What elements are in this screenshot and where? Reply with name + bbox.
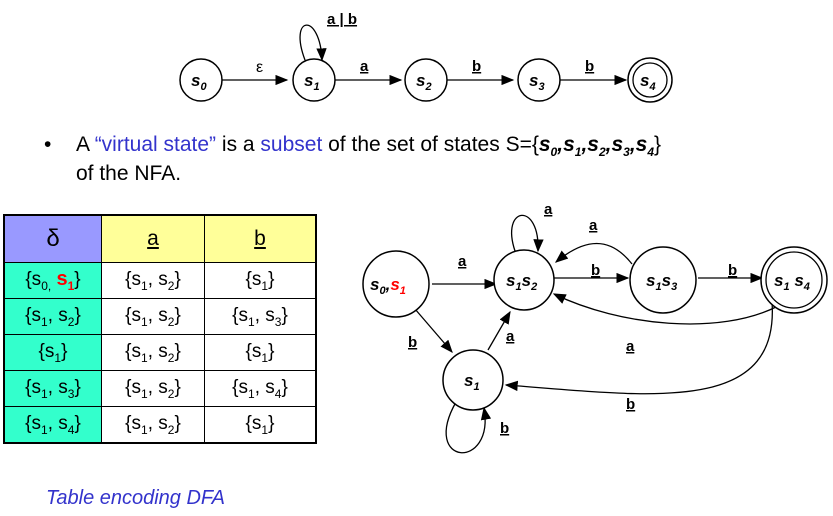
table-cell: {s1, s2} bbox=[101, 406, 205, 444]
nfa-label-b1: b bbox=[472, 58, 481, 75]
dfa-label: b bbox=[408, 334, 417, 351]
nfa-label-eps: ε bbox=[256, 59, 263, 76]
table-cell: {s1} bbox=[3, 334, 102, 371]
svg-text:s1s2: s1s2 bbox=[506, 271, 537, 293]
dfa-label: a bbox=[458, 253, 467, 270]
virtual-state-term: “virtual state” bbox=[94, 133, 217, 156]
table-cell: {s1} bbox=[204, 406, 317, 444]
dfa-edge-s0s1-s1 bbox=[414, 308, 453, 353]
table-row: {s0, s1} {s1, s2} {s1} bbox=[3, 262, 317, 299]
nfa-state-s0: s0 bbox=[179, 58, 223, 102]
table-header-a: a bbox=[101, 214, 205, 263]
dfa-loop-s1 bbox=[445, 401, 492, 454]
bullet-line-2: of the NFA. bbox=[76, 162, 182, 185]
transition-table: δ a b {s0, s1} {s1, s2} {s1} {s1, s2} {s… bbox=[3, 214, 317, 444]
table-cell: {s1} bbox=[204, 334, 317, 371]
nfa-state-s4: s4 bbox=[627, 57, 673, 103]
table-cell: {s1, s4} bbox=[204, 370, 317, 407]
dfa-label: a bbox=[506, 328, 515, 345]
dfa-state-s1: s1 bbox=[442, 349, 504, 411]
dfa-label: a bbox=[544, 201, 553, 218]
dfa-loop-s1s2 bbox=[510, 214, 544, 253]
table-cell: {s1, s3} bbox=[3, 370, 102, 407]
dfa-state-s1s3: s1s3 bbox=[629, 246, 697, 314]
nfa-diagram: a | b ε a b b s0 s1 s2 s3 s4 bbox=[179, 11, 673, 103]
table-row: {s1, s3} {s1, s2} {s1, s4} bbox=[3, 370, 317, 407]
table-header-b: b bbox=[204, 214, 317, 263]
svg-text:s0,s1: s0,s1 bbox=[370, 275, 406, 297]
nfa-state-s3: s3 bbox=[517, 58, 561, 102]
nfa-label-b2: b bbox=[585, 58, 594, 75]
table-row: {s1, s4} {s1, s2} {s1} bbox=[3, 406, 317, 444]
nfa-state-s2: s2 bbox=[404, 58, 448, 102]
dfa-label: a bbox=[589, 217, 598, 234]
dfa-label: b bbox=[591, 262, 600, 279]
table-header-row: δ a b bbox=[3, 214, 317, 263]
dfa-edge-s1-s1s2 bbox=[487, 310, 511, 351]
caption: Table encoding DFA bbox=[46, 487, 226, 509]
dfa-label: a bbox=[626, 338, 635, 355]
nfa-loop bbox=[299, 24, 327, 62]
dfa-state-s1s2: s1s2 bbox=[493, 249, 555, 311]
dfa-label: b bbox=[626, 396, 635, 413]
table-cell: {s1, s2} bbox=[101, 334, 205, 371]
svg-text:s1 s4: s1 s4 bbox=[774, 271, 810, 293]
svg-text:s1s3: s1s3 bbox=[646, 271, 677, 293]
nfa-state-s1: s1 bbox=[292, 58, 336, 102]
nfa-label-a: a bbox=[360, 58, 369, 75]
table-cell: {s0, s1} bbox=[3, 262, 102, 299]
table-cell: {s1} bbox=[204, 262, 317, 299]
table-cell: {s1, s2} bbox=[101, 262, 205, 299]
dfa-diagram: a a b b a a b b a b s0,s1 s1s2 s1s3 s1 s… bbox=[362, 201, 828, 454]
nfa-label-loop: a | b bbox=[327, 11, 357, 28]
dfa-edge-s1s4-s1s2 bbox=[552, 293, 779, 325]
dfa-state-s1s4: s1 s4 bbox=[760, 246, 828, 314]
table-cell: {s1, s3} bbox=[204, 298, 317, 335]
dfa-label: b bbox=[728, 262, 737, 279]
table-cell: {s1, s2} bbox=[3, 298, 102, 335]
dfa-state-s0s1: s0,s1 bbox=[362, 250, 430, 318]
dfa-edge-s1s4-s1 bbox=[504, 301, 773, 395]
bullet-dot: • bbox=[44, 133, 52, 156]
bullet-line-1: A “virtual state” is a subset of the set… bbox=[76, 133, 662, 160]
table-cell: {s1, s4} bbox=[3, 406, 102, 444]
table-row: {s1, s2} {s1, s2} {s1, s3} bbox=[3, 298, 317, 335]
table-cell: {s1, s2} bbox=[101, 370, 205, 407]
table-header-delta: δ bbox=[3, 214, 102, 263]
table-row: {s1} {s1, s2} {s1} bbox=[3, 334, 317, 371]
table-cell: {s1, s2} bbox=[101, 298, 205, 335]
dfa-edge-s1s3-s1s2 bbox=[554, 242, 633, 265]
subset-term: subset bbox=[260, 133, 323, 156]
dfa-label: b bbox=[500, 420, 509, 437]
